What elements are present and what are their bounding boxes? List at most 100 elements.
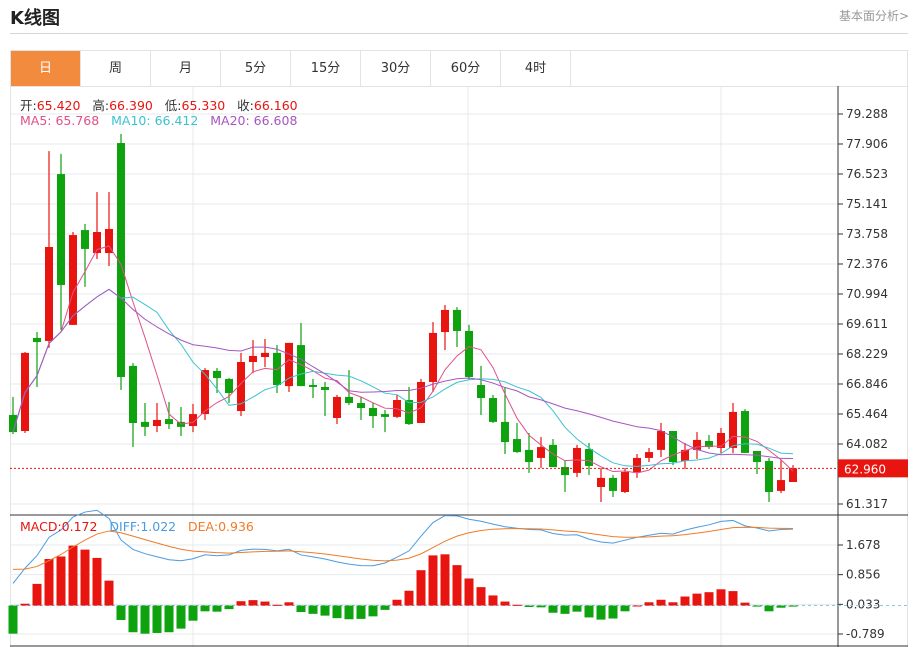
candle-up (441, 309, 449, 333)
candle-down (513, 439, 521, 453)
price-tick-label: 68.229 (846, 347, 888, 361)
candle-up (621, 472, 629, 492)
macd-bar (116, 605, 126, 620)
dea-line (12, 526, 794, 570)
macd-bar (80, 549, 90, 606)
ma5-value: MA5: 65.768 (20, 113, 100, 128)
candle-up (333, 396, 341, 418)
candle-up (249, 355, 257, 363)
tab-week[interactable]: 周 (81, 51, 151, 86)
macd-bar (764, 605, 774, 612)
macd-tick-label: -0.789 (846, 627, 885, 641)
close-value: 66.160 (253, 98, 298, 113)
candle-down (381, 414, 389, 417)
macd-bar (536, 605, 546, 608)
candle-down (225, 378, 233, 394)
macd-bar (176, 605, 186, 629)
tab-5min[interactable]: 5分 (221, 51, 291, 86)
current-price-badge (838, 459, 908, 478)
tab-day[interactable]: 日 (11, 51, 81, 86)
candle-up (537, 447, 545, 458)
candle-down (405, 399, 413, 425)
macd-bar (212, 605, 222, 612)
candle-down (357, 403, 365, 409)
candle-down (741, 411, 749, 453)
ma20-line (12, 288, 794, 460)
candle-up (153, 419, 161, 427)
low-label: 低: (164, 98, 182, 113)
candle-down (165, 419, 173, 425)
candle-up (729, 411, 737, 448)
tab-30min[interactable]: 30分 (361, 51, 431, 86)
macd-bar (32, 583, 42, 606)
macd-bar (788, 605, 798, 607)
macd-bar (224, 605, 234, 610)
macd-bar (416, 570, 426, 606)
current-price-label: 62.960 (844, 462, 886, 476)
page-title: K线图 (10, 8, 60, 29)
candle-down (321, 386, 329, 391)
macd-value: MACD:0.172 (20, 519, 98, 534)
macd-bar (548, 605, 558, 613)
candle-down (765, 460, 773, 492)
open-value: 65.420 (36, 98, 81, 113)
tab-month[interactable]: 月 (151, 51, 221, 86)
macd-bar (776, 605, 786, 608)
macd-bar (500, 601, 510, 606)
macd-bar (584, 605, 594, 618)
macd-tick-label: 0.033 (846, 597, 880, 611)
candle-up (597, 477, 605, 488)
ma-readout: MA5: 65.768 MA10: 66.412 MA20: 66.608 (20, 113, 297, 128)
candle-up (237, 362, 245, 412)
macd-bar (188, 605, 198, 621)
candle-up (777, 480, 785, 491)
candle-up (693, 439, 701, 450)
macd-bar (272, 604, 282, 606)
macd-bar (680, 596, 690, 606)
high-label: 高: (92, 98, 110, 113)
candle-down (117, 143, 125, 377)
fundamental-analysis-link[interactable]: 基本面分析> (838, 9, 909, 23)
macd-bar (236, 601, 246, 606)
candle-down (465, 330, 473, 377)
tab-60min[interactable]: 60分 (431, 51, 501, 86)
macd-bar (284, 602, 294, 606)
macd-readout: MACD:0.172 DIFF:1.022 DEA:0.936 (20, 519, 254, 534)
candle-up (105, 228, 113, 254)
candle-down (753, 450, 761, 463)
open-label: 开: (20, 98, 37, 113)
macd-bar (44, 558, 54, 606)
candle-down (501, 421, 509, 443)
price-tick-label: 61.317 (846, 497, 888, 511)
macd-bar (440, 554, 450, 606)
candle-up (633, 457, 641, 473)
candle-up (789, 468, 797, 483)
ohlc-readout: 开:65.420 高:66.390 低:65.330 收:66.160 (20, 95, 298, 114)
price-tick-label: 77.906 (846, 137, 888, 151)
macd-bar (656, 599, 666, 606)
candle-down (345, 396, 353, 404)
macd-bar (668, 602, 678, 606)
macd-bar (608, 605, 618, 619)
macd-bar (200, 605, 210, 612)
candle-up (285, 342, 293, 387)
candle-down (81, 230, 89, 249)
macd-bar (344, 605, 354, 620)
candle-down (609, 477, 617, 491)
candle-up (93, 232, 101, 254)
dea-value: DEA:0.936 (188, 519, 254, 534)
candle-up (681, 449, 689, 461)
candle-down (369, 408, 377, 417)
tab-4hour[interactable]: 4时 (501, 51, 571, 86)
candle-down (141, 421, 149, 427)
candle-down (129, 365, 137, 423)
macd-bar (740, 602, 750, 606)
ma10-value: MA10: 66.412 (111, 113, 199, 128)
candle-down (525, 449, 533, 463)
candle-down (477, 385, 485, 399)
candle-up (429, 332, 437, 382)
tab-15min[interactable]: 15分 (291, 51, 361, 86)
diff-line (12, 509, 794, 584)
macd-bar (632, 605, 642, 607)
